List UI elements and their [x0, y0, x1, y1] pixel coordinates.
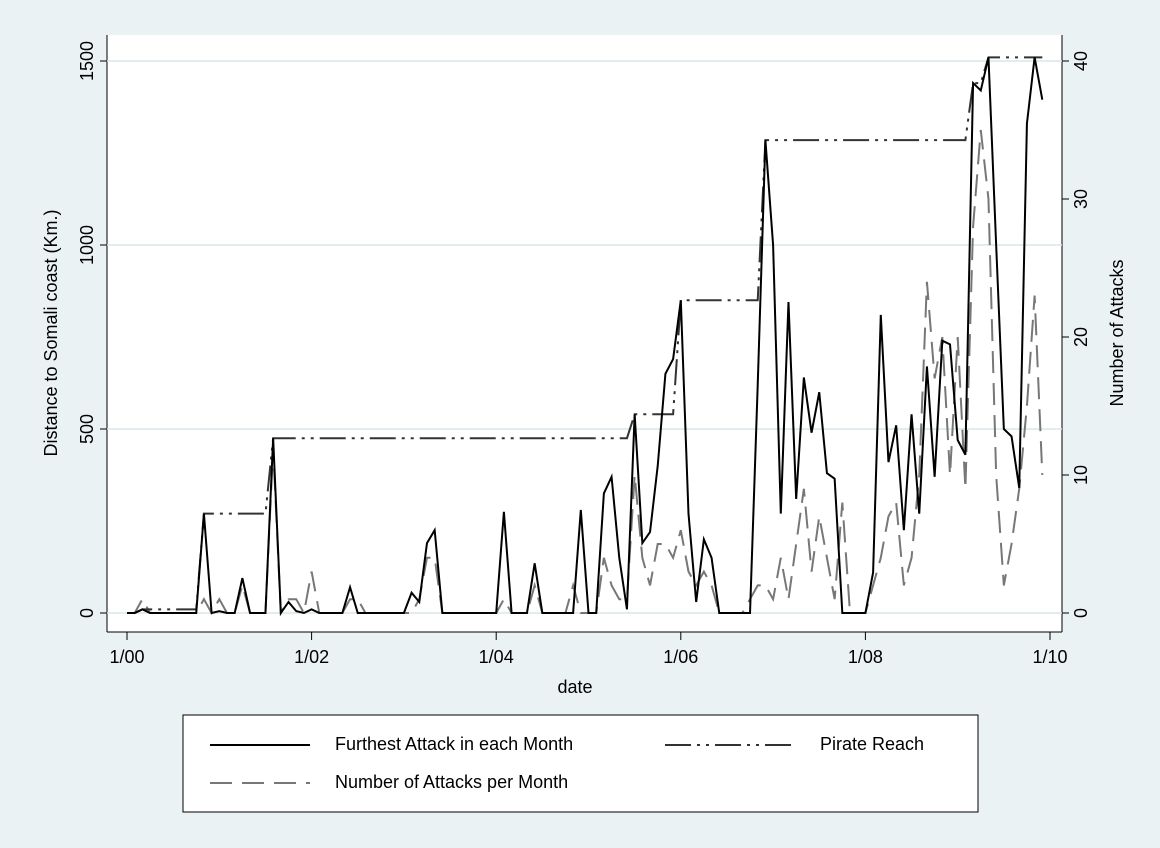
x-tick-label: 1/10: [1032, 647, 1067, 667]
y2-tick-label: 0: [1071, 608, 1091, 618]
x-axis-label: date: [557, 677, 592, 697]
y-tick-label: 1500: [77, 41, 97, 81]
x-tick-label: 1/04: [479, 647, 514, 667]
y2-tick-label: 10: [1071, 465, 1091, 485]
series-line: [127, 56, 1043, 614]
legend-label: Number of Attacks per Month: [335, 772, 568, 792]
y2-tick-label: 30: [1071, 189, 1091, 209]
x-tick-label: 1/06: [663, 647, 698, 667]
legend-label: Furthest Attack in each Month: [335, 734, 573, 754]
x-tick-label: 1/00: [109, 647, 144, 667]
y2-tick-label: 20: [1071, 327, 1091, 347]
y-axis-label: Distance to Somali coast (Km.): [41, 209, 61, 456]
y2-axis-label: Number of Attacks: [1107, 259, 1127, 406]
x-tick-label: 1/02: [294, 647, 329, 667]
legend: [182, 714, 979, 813]
y-tick-label: 500: [77, 414, 97, 444]
legend-label: Pirate Reach: [820, 734, 924, 754]
y-tick-label: 1000: [77, 225, 97, 265]
series-line: [127, 57, 1044, 616]
x-tick-label: 1/08: [848, 647, 883, 667]
plot-area: [107, 35, 1062, 632]
y2-tick-label: 40: [1071, 51, 1091, 71]
y-tick-label: 0: [77, 608, 97, 618]
